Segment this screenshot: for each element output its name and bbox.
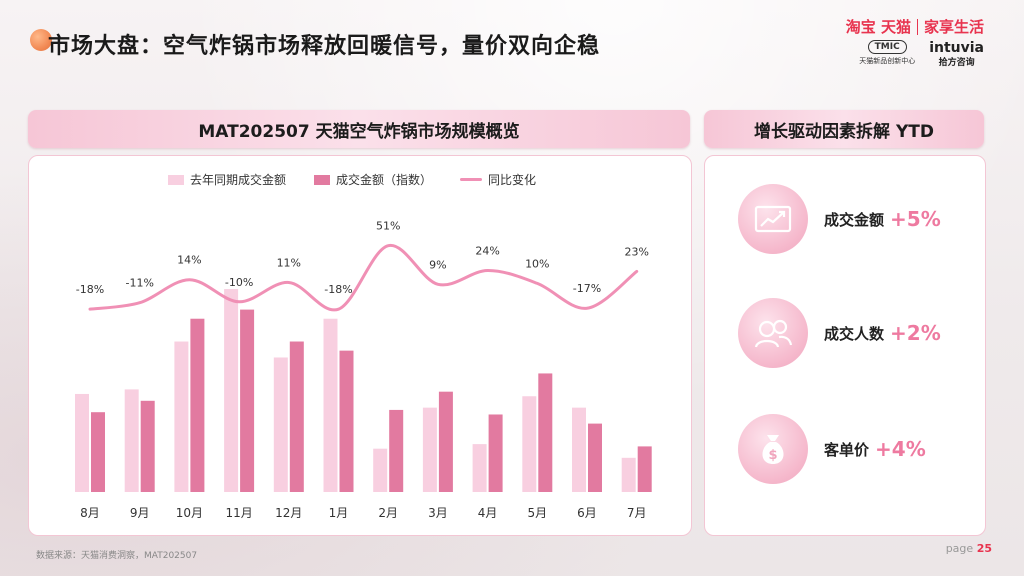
page-number: page 25: [946, 542, 992, 555]
bar-last-year-9: [472, 444, 487, 492]
bar-this-year-3: [190, 318, 205, 492]
x-tick-label: 9月: [130, 506, 150, 520]
legend-item-last-year: 去年同期成交金额: [168, 171, 286, 188]
x-tick-label: 2月: [378, 506, 398, 520]
page-number-value: 25: [976, 542, 992, 555]
driver-buyers: 成交人数 +2%: [738, 298, 941, 368]
home-living-logo: 家享生活: [923, 18, 984, 36]
x-tick-label: 7月: [627, 506, 647, 520]
x-tick-label: 11月: [225, 506, 252, 520]
yoy-data-label: -18%: [324, 283, 352, 296]
x-tick-label: 1月: [329, 506, 349, 520]
bar-last-year-6: [323, 318, 338, 492]
driver-buyers-label: 成交人数: [824, 324, 885, 343]
bar-this-year-8: [438, 391, 453, 492]
yoy-data-label: 51%: [376, 220, 400, 233]
bar-last-year-4: [224, 289, 239, 492]
bar-last-year-12: [621, 457, 636, 492]
yoy-data-label: 14%: [177, 254, 201, 267]
x-tick-label: 5月: [527, 506, 547, 520]
page-label: page: [945, 542, 974, 555]
driver-gmv-label: 成交金额: [824, 210, 885, 229]
people-icon: [738, 298, 808, 368]
yoy-data-label: 23%: [624, 245, 648, 258]
legend-item-this-year: 成交金额（指数）: [314, 171, 432, 188]
bar-last-year-11: [572, 407, 586, 492]
bar-this-year-2: [140, 400, 155, 492]
bar-last-year-10: [522, 396, 537, 492]
x-tick-label: 10月: [176, 506, 203, 520]
yoy-data-label: 11%: [277, 256, 301, 269]
page-title: 市场大盘：空气炸锅市场释放回暖信号，量价双向企稳: [48, 34, 601, 59]
yoy-data-label: -17%: [573, 282, 601, 295]
yoy-data-label: 24%: [475, 245, 499, 258]
brand-logos-top: 淘宝 天猫 家享生活: [846, 16, 984, 37]
tmic-subtitle: 天猫新品创新中心: [859, 57, 916, 65]
yoy-data-label: 9%: [429, 258, 446, 271]
legend-item-yoy: 同比变化: [460, 171, 536, 188]
tmic-logo: TMIC 天猫新品创新中心: [859, 40, 915, 66]
x-tick-label: 12月: [275, 506, 302, 520]
x-tick-label: 6月: [577, 506, 597, 520]
brand-logos-bottom: TMIC 天猫新品创新中心 intuvia 拾方咨询: [859, 40, 984, 68]
bar-this-year-6: [339, 350, 354, 492]
bar-this-year-9: [488, 414, 503, 492]
legend-swatch-this-year: [314, 174, 331, 185]
intuvia-name: intuvia: [929, 40, 984, 56]
driver-aov-label: 客单价: [824, 440, 870, 459]
data-source-note: 数据来源：天猫消费洞察，MAT202507: [36, 551, 198, 561]
yoy-line: [88, 244, 639, 312]
trend-chart-icon: [738, 184, 808, 254]
market-size-chart: 8月 9月 10月 11月 12月 1月 2月 3月 4月 5月 6月 7月 -18% -11% 14% -1…: [75, 220, 652, 520]
bar-last-year-2: [124, 389, 139, 492]
left-panel-header: MAT202507 天猫空气炸锅市场规模概览: [28, 110, 690, 148]
yoy-data-label: -18%: [76, 283, 104, 296]
bar-this-year-5: [289, 341, 304, 492]
tmic-badge: TMIC: [867, 40, 907, 54]
x-tick-label: 8月: [80, 506, 100, 520]
driver-gmv-value: +5%: [890, 207, 941, 231]
driver-aov: $ 客单价 +4%: [738, 414, 926, 484]
bar-last-year-7: [373, 448, 388, 492]
taobao-tmall-logo: 淘宝 天猫: [845, 18, 911, 36]
driver-aov-value: +4%: [875, 437, 926, 461]
yoy-data-label: 10%: [525, 257, 549, 270]
yoy-data-label: -10%: [225, 276, 253, 289]
bar-this-year-12: [637, 446, 652, 492]
bar-last-year-1: [75, 393, 89, 492]
bar-this-year-4: [240, 309, 255, 492]
bar-this-year-7: [389, 409, 404, 492]
bar-last-year-8: [422, 407, 437, 492]
x-tick-label: 3月: [428, 506, 448, 520]
driver-buyers-value: +2%: [890, 321, 941, 345]
legend-label-this-year: 成交金额（指数）: [336, 173, 433, 187]
intuvia-logo: intuvia 拾方咨询: [929, 40, 984, 68]
bar-last-year-5: [273, 357, 288, 492]
money-bag-icon: $: [738, 414, 808, 484]
chart-legend: 去年同期成交金额 成交金额（指数） 同比变化: [168, 171, 536, 188]
right-panel-header: 增长驱动因素拆解 YTD: [704, 110, 984, 148]
yoy-data-label: -11%: [125, 277, 153, 290]
title-bullet-icon: [30, 29, 52, 51]
brand-divider: [916, 18, 918, 35]
intuvia-subtitle: 拾方咨询: [938, 58, 975, 68]
legend-swatch-yoy: [460, 178, 483, 181]
bar-last-year-3: [174, 341, 189, 492]
svg-text:$: $: [768, 448, 777, 463]
legend-label-last-year: 去年同期成交金额: [190, 173, 287, 187]
legend-label-yoy: 同比变化: [488, 173, 537, 187]
driver-gmv: 成交金额 +5%: [738, 184, 941, 254]
bar-this-year-10: [538, 373, 553, 492]
bar-this-year-1: [91, 412, 105, 492]
legend-swatch-last-year: [168, 174, 184, 185]
bar-this-year-11: [588, 423, 602, 492]
x-tick-label: 4月: [478, 506, 498, 520]
